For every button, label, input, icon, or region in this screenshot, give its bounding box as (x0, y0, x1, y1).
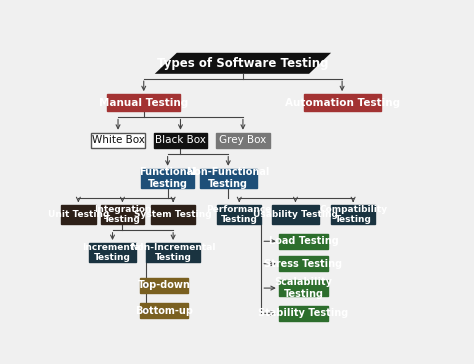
FancyBboxPatch shape (200, 169, 257, 188)
FancyBboxPatch shape (140, 303, 188, 318)
Text: System Testing: System Testing (134, 210, 212, 219)
FancyBboxPatch shape (331, 205, 375, 224)
FancyBboxPatch shape (217, 205, 261, 224)
FancyBboxPatch shape (272, 205, 319, 224)
Text: Stress Testing: Stress Testing (264, 259, 343, 269)
FancyBboxPatch shape (146, 243, 200, 262)
Text: Automation Testing: Automation Testing (284, 98, 400, 107)
Text: Manual Testing: Manual Testing (99, 98, 188, 107)
FancyBboxPatch shape (151, 205, 195, 224)
Polygon shape (155, 53, 331, 74)
Text: Non-Functional
Testing: Non-Functional Testing (187, 167, 270, 189)
Text: Compatibility
Testing: Compatibility Testing (319, 205, 387, 224)
Text: Non-Incremental
Testing: Non-Incremental Testing (130, 243, 216, 262)
Text: Bottom-up: Bottom-up (135, 305, 193, 316)
FancyBboxPatch shape (101, 205, 144, 224)
FancyBboxPatch shape (154, 132, 207, 148)
FancyBboxPatch shape (279, 306, 328, 321)
FancyBboxPatch shape (279, 280, 328, 297)
Text: Scalability
Testing: Scalability Testing (274, 277, 333, 299)
Text: Incremental
Testing: Incremental Testing (82, 243, 143, 262)
FancyBboxPatch shape (89, 243, 137, 262)
Text: Load Testing: Load Testing (269, 236, 338, 246)
Text: Functional
Testing: Functional Testing (139, 167, 196, 189)
FancyBboxPatch shape (91, 132, 145, 148)
Text: Unit Testing: Unit Testing (48, 210, 109, 219)
Text: White Box: White Box (91, 135, 145, 145)
FancyBboxPatch shape (107, 94, 181, 111)
Text: Performance
Testing: Performance Testing (207, 205, 272, 224)
FancyBboxPatch shape (216, 132, 270, 148)
FancyBboxPatch shape (303, 94, 381, 111)
Text: Usability Testing: Usability Testing (253, 210, 338, 219)
Text: Stability Testing: Stability Testing (258, 308, 349, 318)
FancyBboxPatch shape (141, 169, 194, 188)
Text: Top-down: Top-down (137, 280, 191, 290)
Text: Black Box: Black Box (155, 135, 206, 145)
Text: Types of Software Testing: Types of Software Testing (157, 57, 328, 70)
FancyBboxPatch shape (279, 256, 328, 272)
Text: Grey Box: Grey Box (219, 135, 266, 145)
FancyBboxPatch shape (279, 234, 328, 249)
FancyBboxPatch shape (140, 278, 188, 293)
FancyBboxPatch shape (61, 205, 96, 224)
Text: Integration
Testing: Integration Testing (94, 205, 151, 224)
